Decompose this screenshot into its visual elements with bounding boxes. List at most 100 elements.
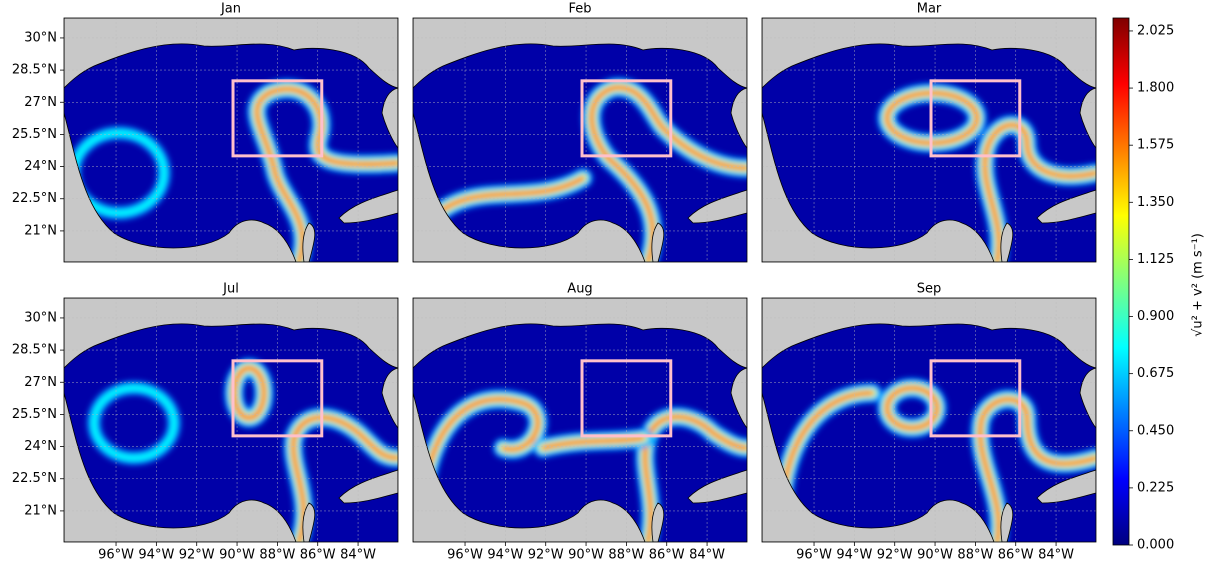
panel-title: Aug (567, 282, 592, 297)
map-panel: Mar (761, 2, 1097, 263)
map-panel: Jan 21°N 22.5°N 24°N 25.5°N 27°N 28.5°N 30°N (12, 2, 399, 263)
land (762, 298, 1096, 369)
current (431, 176, 585, 220)
lat-tick-label: 21°N (24, 223, 57, 238)
panel-title: Mar (917, 2, 942, 17)
colorbar-tick-label: 0.675 (1137, 366, 1174, 381)
region-box (231, 359, 324, 438)
land (762, 18, 1096, 89)
region-box (929, 359, 1022, 438)
panel-frame (761, 17, 1097, 263)
panel-title: Jan (220, 2, 241, 17)
colorbar-tick-label: 2.025 (1137, 23, 1174, 38)
lat-tick-label: 21°N (24, 503, 57, 518)
current (421, 397, 540, 500)
panel-frame (63, 297, 399, 543)
lon-tick-label: 90°W (568, 548, 604, 563)
current (982, 122, 1096, 262)
lon-tick-label: 84°W (340, 548, 376, 563)
lat-tick-label: 28.5°N (12, 343, 57, 358)
speed-field (423, 77, 747, 262)
lon-tick-label: 88°W (259, 548, 295, 563)
current (91, 385, 178, 461)
lon-tick-label: 90°W (917, 548, 953, 563)
map-area (762, 298, 1096, 542)
lon-tick-label: 92°W (877, 548, 913, 563)
land (302, 502, 316, 542)
lon-tick-label: 94°W (836, 548, 872, 563)
lon-tick-label: 90°W (219, 548, 255, 563)
colorbar-tick-label: 1.575 (1137, 138, 1174, 153)
map-area (762, 18, 1096, 262)
current (71, 130, 168, 216)
map-panel: Sep 96°W 94°W 92°W 90°W 88°W 86°W 84°W (761, 282, 1097, 563)
map-panel: Jul 21°N 22.5°N 24°N 25.5°N 27°N 28.5°N 30°N 96°… (12, 282, 399, 563)
colorbar-tick-label: 0.225 (1137, 480, 1174, 495)
land (64, 18, 398, 89)
panel-frame (761, 297, 1097, 543)
current (232, 366, 267, 420)
land (381, 367, 398, 429)
panel-title: Jul (222, 282, 239, 297)
lon-tick-label: 84°W (1038, 548, 1074, 563)
lat-tick-label: 30°N (24, 30, 57, 45)
current (885, 386, 940, 430)
land (64, 298, 398, 369)
region-box (580, 359, 673, 438)
lat-tick-label: 28.5°N (12, 63, 57, 78)
colorbar-tick-label: 0.900 (1137, 309, 1174, 324)
current (291, 415, 398, 542)
lat-tick-label: 25.5°N (12, 127, 57, 142)
land (1000, 502, 1014, 542)
lat-tick-label: 25.5°N (12, 407, 57, 422)
land (1079, 87, 1096, 149)
map-area (64, 298, 398, 542)
colorbar-tick-label: 0.000 (1137, 538, 1174, 553)
lat-tick-label: 27°N (24, 375, 57, 390)
speed-field (413, 389, 747, 542)
lon-tick-label: 86°W (649, 548, 685, 563)
lon-tick-label: 94°W (138, 548, 174, 563)
lon-tick-label: 88°W (957, 548, 993, 563)
lat-tick-label: 24°N (24, 439, 57, 454)
lat-tick-label: 27°N (24, 95, 57, 110)
lat-tick-label: 22.5°N (12, 471, 57, 486)
land (338, 189, 398, 224)
panel-title: Feb (568, 2, 591, 17)
land (413, 298, 747, 369)
region-box (580, 79, 673, 158)
panel-frame (63, 17, 399, 263)
current (978, 397, 1096, 542)
map-panel: Feb (412, 2, 748, 263)
land (1036, 469, 1096, 504)
land (413, 18, 747, 89)
panel-frame (412, 17, 748, 263)
current (643, 414, 747, 542)
land (651, 502, 665, 542)
lon-tick-label: 96°W (98, 548, 134, 563)
panel-title: Sep (917, 282, 942, 297)
current (541, 436, 645, 450)
lon-tick-label: 88°W (608, 548, 644, 563)
speed-field (87, 358, 398, 542)
land (687, 469, 747, 504)
land (1000, 222, 1014, 262)
lat-tick-label: 30°N (24, 310, 57, 325)
map-panel: Aug 96°W 94°W 92°W 90°W 88°W 86°W 84°W (412, 282, 748, 563)
speed-field (877, 83, 1096, 262)
land (1079, 367, 1096, 429)
map-area (64, 18, 398, 262)
lon-tick-label: 92°W (528, 548, 564, 563)
lon-tick-label: 86°W (998, 548, 1034, 563)
land (730, 87, 747, 149)
map-area (413, 298, 747, 542)
land (1036, 189, 1096, 224)
colorbar-tick-label: 1.350 (1137, 195, 1174, 210)
map-area (413, 18, 747, 262)
region-box (929, 79, 1022, 158)
lon-tick-label: 92°W (179, 548, 215, 563)
colorbar-tick-label: 1.125 (1137, 252, 1174, 267)
colorbar-label: √u² + v² (m s⁻¹) (1191, 233, 1206, 337)
land (381, 87, 398, 149)
